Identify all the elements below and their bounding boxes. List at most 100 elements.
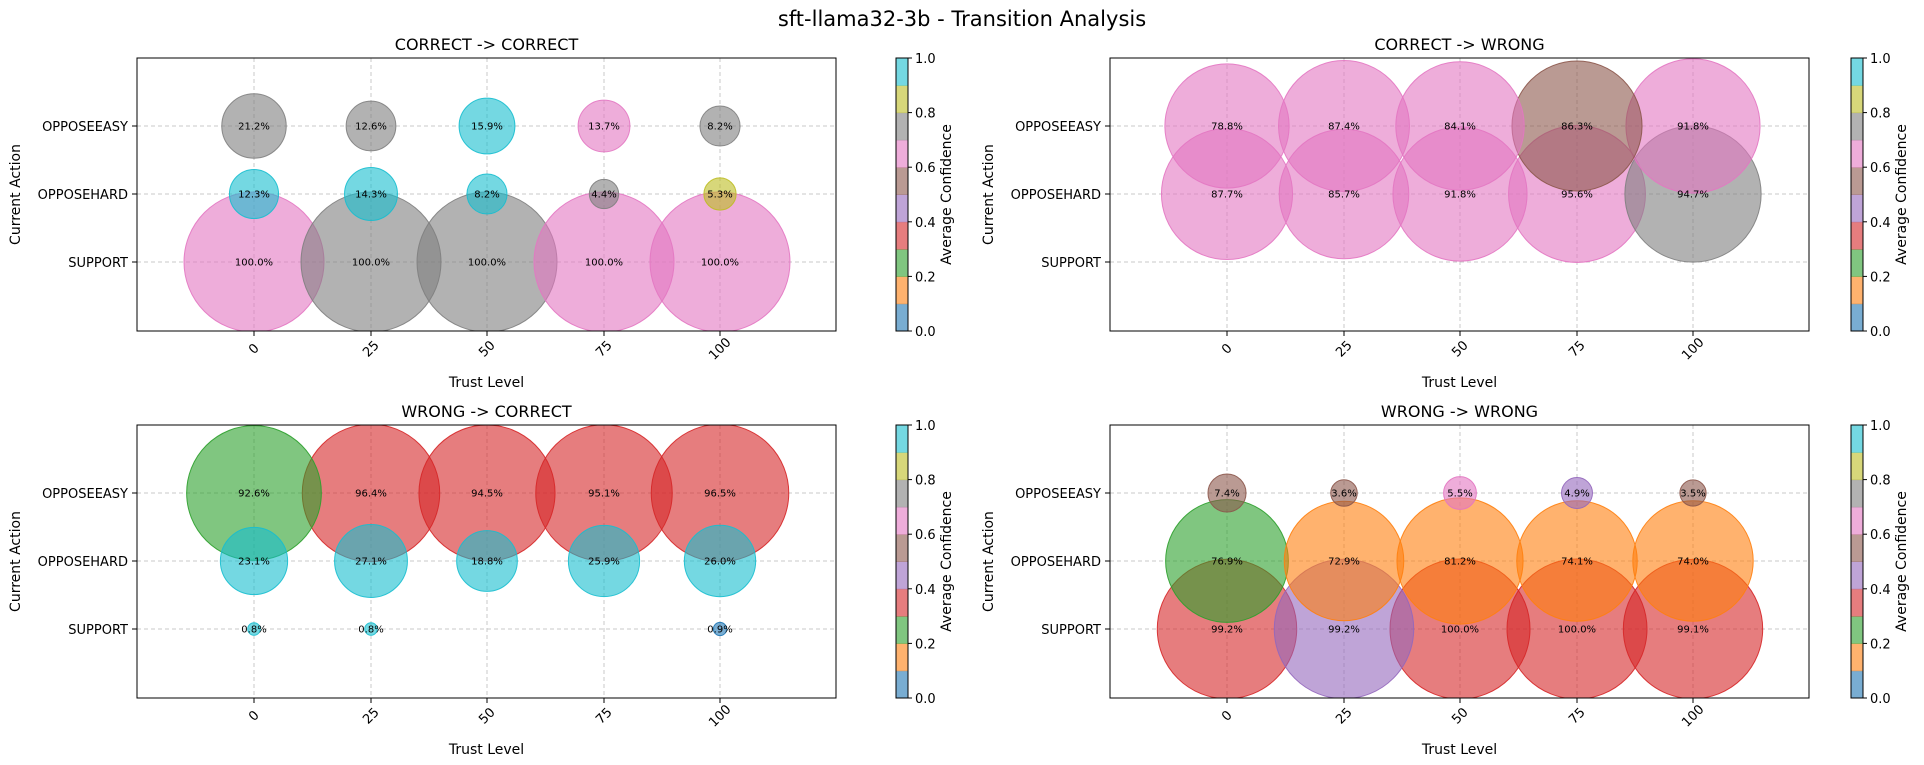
colorbar-tick-label: 0.4 [1870, 583, 1891, 598]
colorbar-tick-label: 0.4 [915, 216, 936, 231]
bubble [219, 526, 289, 596]
colorbar: 0.0 0.2 0.4 0.6 0.8 1.0 Average Confidence [895, 419, 955, 707]
bubble-label: 99.2% [1211, 625, 1243, 636]
colorbar-tick-label: 0.2 [915, 270, 936, 285]
colorbar-tick-label: 0.2 [1870, 637, 1891, 652]
colorbar-segment [1851, 479, 1863, 508]
subplot-title: WRONG -> CORRECT [401, 402, 572, 421]
colorbar-tick-label: 0.8 [915, 107, 936, 122]
bubble [344, 167, 398, 221]
colorbar-segment [1851, 139, 1863, 168]
bubble-label: 74.0% [1677, 557, 1709, 568]
bubble [334, 524, 408, 598]
bubble-label: 91.8% [1677, 122, 1709, 133]
colorbar-segment [896, 479, 908, 508]
colorbar-tick-label: 1.0 [915, 419, 936, 434]
x-axis-label: Trust Level [1421, 375, 1497, 391]
bubble-label: 95.6% [1561, 190, 1593, 201]
y-tick-label: SUPPORT [1041, 623, 1101, 638]
y-tick-label: OPPOSEEASY [1015, 487, 1101, 502]
colorbar-tick-label: 0.0 [915, 325, 936, 340]
colorbar-segment [1851, 534, 1863, 562]
colorbar-tick-label: 1.0 [1870, 419, 1891, 434]
bubble-label: 87.7% [1211, 190, 1243, 201]
colorbar-segment [896, 112, 908, 141]
colorbar-tick-label: 0.0 [915, 692, 936, 707]
bubble-label: 91.8% [1444, 190, 1476, 201]
bubble [588, 178, 620, 210]
bubble-label: 85.7% [1328, 190, 1360, 201]
bubble-label: 100.0% [468, 258, 506, 269]
colorbar: 0.0 0.2 0.4 0.6 0.8 1.0 Average Confidence [895, 52, 955, 340]
bubble-layer [1160, 58, 1762, 263]
bubble-label: 0.8% [241, 625, 266, 636]
colorbar-segment [896, 139, 908, 168]
bubble-layer [183, 93, 791, 331]
colorbar-tick-label: 0.4 [1870, 216, 1891, 231]
bubble [699, 105, 741, 147]
bubble-label: 95.1% [588, 489, 620, 500]
y-tick-label: SUPPORT [1041, 256, 1101, 271]
bubble-label: 100.0% [1441, 625, 1479, 636]
colorbar-segment [896, 85, 908, 114]
bubble-label: 72.9% [1328, 557, 1360, 568]
bubble-layer [186, 425, 790, 637]
bubble-label: 5.3% [707, 190, 732, 201]
colorbar-tick-label: 0.8 [1870, 474, 1891, 489]
bubble [456, 530, 518, 592]
bubble-label: 100.0% [585, 258, 623, 269]
x-axis-label: Trust Level [1421, 742, 1497, 758]
bubble-label: 87.4% [1328, 122, 1360, 133]
bubble-label: 8.2% [474, 190, 499, 201]
colorbar-segment [1851, 249, 1863, 277]
colorbar-segment [1851, 303, 1863, 332]
bubble-label: 100.0% [352, 258, 390, 269]
colorbar-segment [1851, 58, 1863, 86]
bubble-layer [1156, 473, 1764, 698]
colorbar-tick-label: 0.0 [1870, 325, 1891, 340]
colorbar-segment [1851, 112, 1863, 141]
bubble-label: 7.4% [1214, 489, 1239, 500]
bubble [1443, 476, 1477, 510]
bubble-label: 84.1% [1444, 122, 1476, 133]
bubble [1330, 479, 1358, 507]
colorbar-segment [896, 506, 908, 535]
colorbar-frame [1850, 57, 1864, 332]
colorbar-segment [896, 643, 908, 672]
bubble [1679, 479, 1707, 507]
figure-title: sft-llama32-3b - Transition Analysis [778, 7, 1146, 31]
bubble-label: 96.4% [355, 489, 387, 500]
bubble [703, 177, 737, 211]
y-tick-label: OPPOSEEASY [1015, 120, 1101, 135]
colorbar-tick-label: 0.0 [1870, 692, 1891, 707]
colorbar-segment [1851, 452, 1863, 481]
bubble [466, 173, 508, 215]
colorbar-tick-label: 0.6 [1870, 161, 1891, 176]
y-tick-label: OPPOSEHARD [1011, 188, 1101, 203]
bubble [345, 100, 397, 152]
bubble-label: 12.3% [238, 190, 270, 201]
bubble-label: 99.1% [1677, 625, 1709, 636]
subplot-title: CORRECT -> CORRECT [395, 35, 579, 54]
colorbar-segment [1851, 276, 1863, 305]
bubble-label: 100.0% [235, 258, 273, 269]
bubble-label: 100.0% [701, 258, 739, 269]
bubble-label: 25.9% [588, 557, 620, 568]
colorbar-label: Average Confidence [939, 491, 955, 632]
colorbar-segment [1851, 506, 1863, 535]
colorbar-tick-label: 0.8 [915, 474, 936, 489]
colorbar-segment [896, 221, 908, 250]
bubble [1278, 128, 1410, 260]
bubble-label: 3.5% [1680, 489, 1705, 500]
colorbar-segment [896, 425, 908, 453]
colorbar-segment [896, 303, 908, 332]
bubble-label: 99.2% [1328, 625, 1360, 636]
bubble [247, 622, 261, 636]
bubble-label: 13.7% [588, 122, 620, 133]
bubble-label: 27.1% [355, 557, 387, 568]
subplot-title: CORRECT -> WRONG [1374, 35, 1544, 54]
bubble-label: 96.5% [704, 489, 736, 500]
y-tick-label: SUPPORT [68, 256, 128, 271]
bubble-label: 21.2% [238, 122, 270, 133]
